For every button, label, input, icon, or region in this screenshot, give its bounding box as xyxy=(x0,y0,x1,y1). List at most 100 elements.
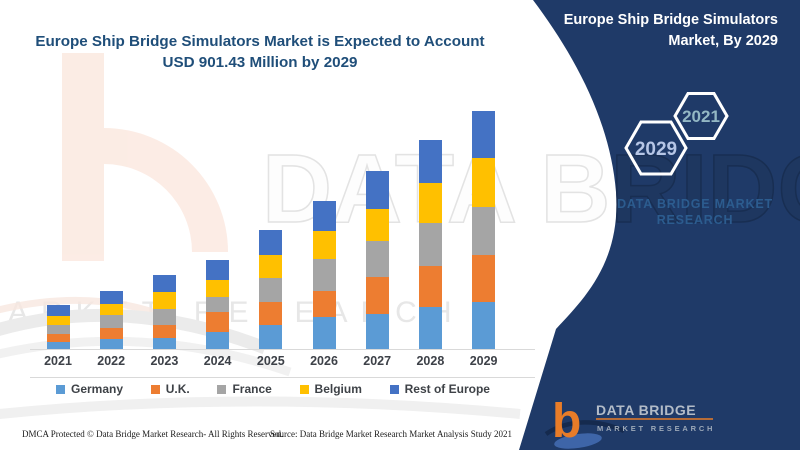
bar-segment-u-k- xyxy=(259,302,283,326)
legend-swatch xyxy=(299,384,309,394)
legend-item: U.K. xyxy=(150,382,190,396)
bar-segment-france xyxy=(152,308,176,325)
x-axis-label: 2021 xyxy=(44,354,72,368)
bar-segment-belgium xyxy=(152,291,176,309)
bar-segment-germany xyxy=(259,325,283,350)
hexagon-2029: 2029 xyxy=(624,120,688,176)
bar-2026 xyxy=(312,200,336,350)
bar-segment-rest-of-europe xyxy=(99,290,123,304)
bar-segment-germany xyxy=(365,313,389,350)
legend-label: France xyxy=(232,382,272,396)
bar-2021 xyxy=(46,305,70,350)
right-panel xyxy=(519,0,800,450)
x-axis-label: 2025 xyxy=(256,354,285,368)
logo-dark-swoosh xyxy=(544,420,625,436)
bar-segment-germany xyxy=(46,342,70,350)
chart-title-line2: USD 901.43 Million by 2029 xyxy=(162,54,358,71)
bar-segment-germany xyxy=(312,316,336,350)
bar-segment-u-k- xyxy=(418,265,442,307)
bar-segment-u-k- xyxy=(365,276,389,314)
logo-b-icon: b xyxy=(552,395,581,448)
x-axis-label: 2026 xyxy=(310,354,338,368)
bar-segment-rest-of-europe xyxy=(365,171,389,209)
logo-subtext: MARKET RESEARCH xyxy=(597,424,715,433)
bar-2023 xyxy=(152,274,176,350)
bar-segment-u-k- xyxy=(206,312,230,333)
bar-segment-u-k- xyxy=(46,334,70,342)
bar-segment-rest-of-europe xyxy=(46,305,70,316)
legend-label: Rest of Europe xyxy=(404,382,490,396)
bar-segment-belgium xyxy=(418,182,442,223)
bar-segment-france xyxy=(365,241,389,277)
legend-label: U.K. xyxy=(165,382,190,396)
x-axis-line xyxy=(30,349,535,350)
bar-segment-u-k- xyxy=(312,290,336,317)
panel-title: Europe Ship Bridge Simulators Market, By… xyxy=(548,10,778,52)
bar-segment-france xyxy=(46,325,70,334)
legend-label: Belgium xyxy=(314,382,362,396)
bar-segment-germany xyxy=(206,332,230,350)
bar-segment-rest-of-europe xyxy=(152,274,176,292)
legend-separator xyxy=(30,377,535,378)
x-axis-label: 2022 xyxy=(97,354,126,368)
footer-source: Source: Data Bridge Market Research Mark… xyxy=(270,429,512,439)
x-axis-label: 2024 xyxy=(203,354,232,368)
bar-segment-belgium xyxy=(365,208,389,242)
legend-swatch xyxy=(56,384,65,394)
bar-segment-germany xyxy=(152,337,176,350)
logo-blue-swoosh xyxy=(554,433,602,449)
x-axis-label: 2028 xyxy=(416,354,445,368)
bar-2022 xyxy=(99,290,123,350)
bar-segment-belgium xyxy=(99,303,123,316)
bar-segment-u-k- xyxy=(99,328,123,340)
bar-2029 xyxy=(472,111,496,350)
bar-segment-france xyxy=(206,297,230,313)
bar-segment-belgium xyxy=(259,254,283,278)
bar-segment-belgium xyxy=(312,230,336,259)
bar-2028 xyxy=(418,140,442,350)
x-axis-labels: 2021 2022 2023 2024 2025 2026 2027 2028 2029 xyxy=(0,354,570,370)
logo-wordmark: DATA BRIDGE xyxy=(596,402,696,418)
bar-segment-belgium xyxy=(472,157,496,207)
bar-2024 xyxy=(206,260,230,350)
hexagon-2021-label: 2021 xyxy=(682,107,720,126)
bar-segment-germany xyxy=(418,306,442,350)
bar-segment-france xyxy=(418,222,442,266)
watermark-b-shape xyxy=(62,53,228,261)
legend-label: Germany xyxy=(71,382,124,396)
legend-item: Germany xyxy=(56,382,123,396)
bar-segment-rest-of-europe xyxy=(418,140,442,183)
x-axis-label: 2027 xyxy=(363,354,392,368)
bar-segment-germany xyxy=(99,339,123,350)
chart-title: Europe Ship Bridge Simulators Market is … xyxy=(15,31,505,73)
legend-item: Belgium xyxy=(299,382,362,396)
bar-segment-belgium xyxy=(46,315,70,325)
bar-segment-u-k- xyxy=(472,254,496,303)
hexagon-2029-label: 2029 xyxy=(635,139,677,160)
bar-segment-france xyxy=(472,206,496,255)
bar-segment-rest-of-europe xyxy=(312,200,336,231)
dbmr-logo: b DATA BRIDGE MARKET RESEARCH xyxy=(544,395,715,449)
bar-segment-rest-of-europe xyxy=(259,230,283,255)
chart-title-line1: Europe Ship Bridge Simulators Market is … xyxy=(35,33,485,50)
legend-swatch xyxy=(389,384,399,394)
panel-title-line2: Market, By 2029 xyxy=(668,33,778,49)
brand-text: DATA BRIDGE MARKET RESEARCH xyxy=(617,197,773,227)
legend-swatch xyxy=(150,384,160,394)
legend-item: France xyxy=(217,382,272,396)
footer-dmca: DMCA Protected © Data Bridge Market Rese… xyxy=(22,429,284,439)
bar-segment-france xyxy=(99,315,123,329)
bar-segment-france xyxy=(312,258,336,291)
brand-text-line2: RESEARCH xyxy=(657,213,734,227)
x-axis-label: 2029 xyxy=(469,354,498,368)
bar-segment-u-k- xyxy=(152,324,176,338)
bar-segment-rest-of-europe xyxy=(472,111,496,158)
bar-2025 xyxy=(259,230,283,350)
legend-item: Rest of Europe xyxy=(389,382,490,396)
bar-segment-germany xyxy=(472,302,496,350)
bar-segment-rest-of-europe xyxy=(206,260,230,280)
x-axis-label: 2023 xyxy=(150,354,179,368)
legend-swatch xyxy=(217,384,227,394)
brand-text-line1: DATA BRIDGE MARKET xyxy=(617,197,773,211)
